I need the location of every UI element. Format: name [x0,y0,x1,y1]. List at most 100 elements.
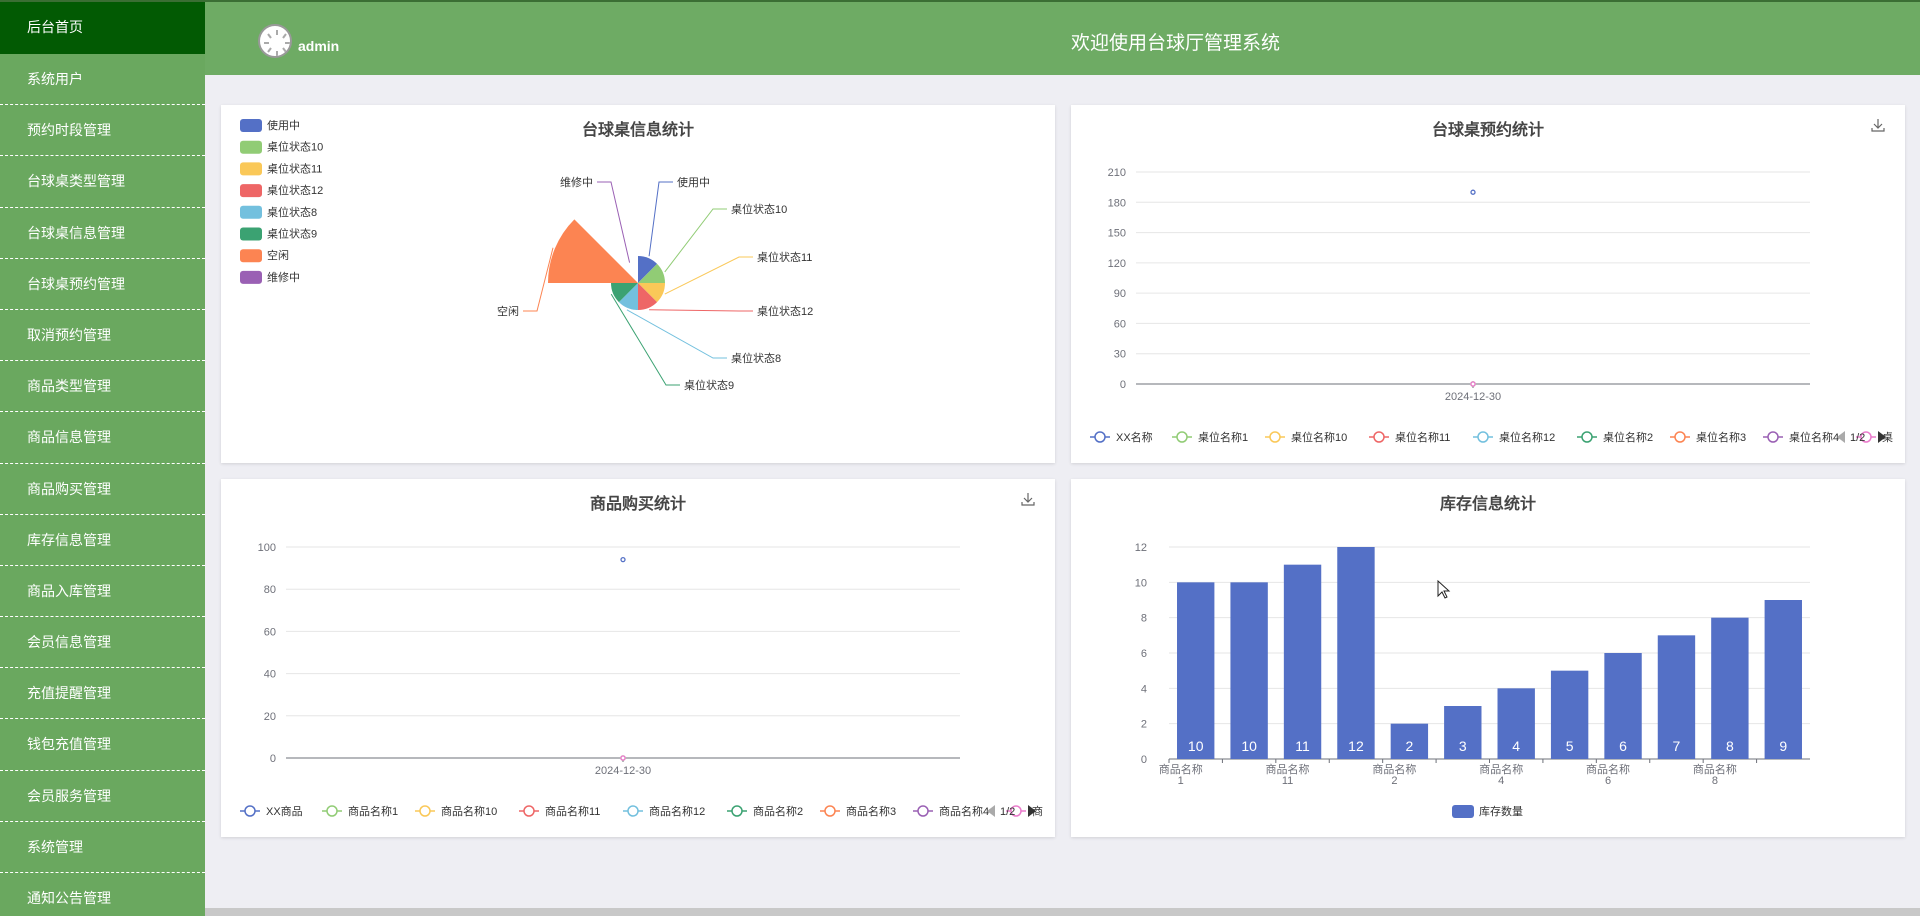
y-tick-label: 210 [1108,167,1126,179]
legend-label: 维修中 [267,270,300,284]
legend-marker [1860,431,1872,443]
sidebar-item[interactable]: 商品信息管理 [0,412,205,464]
legend-label: 桌位名称12 [1499,430,1555,444]
sidebar-item[interactable]: 库存信息管理 [0,515,205,566]
x-tick-label: 2024-12-30 [1445,391,1501,403]
legend-prev-icon[interactable] [1837,431,1845,443]
y-tick-label: 60 [1114,318,1126,330]
sidebar-item[interactable]: 预约时段管理 [0,105,205,157]
bar [1444,706,1482,759]
x-tick-label: 4 [1498,775,1504,787]
label-line [626,309,727,359]
sidebar-item[interactable]: 台球桌预约管理 [0,259,205,310]
y-tick-label: 0 [270,753,276,765]
x-tick-label: 商品名称 [1159,762,1203,776]
pie-chart: 台球桌信息统计使用中桌位状态10桌位状态11桌位状态12桌位状态8桌位状态9空闲… [240,119,813,392]
bar-value-label: 4 [1512,738,1520,754]
download-icon[interactable] [1021,493,1035,506]
legend-marker [627,805,639,817]
sidebar-item[interactable]: 台球桌信息管理 [0,208,205,259]
legend-prev-icon[interactable] [987,805,995,817]
sidebar-item[interactable]: 商品入库管理 [0,566,205,618]
legend-marker [731,805,743,817]
sidebar-item[interactable]: 台球桌类型管理 [0,156,205,208]
slice-label: 桌位状态12 [757,304,813,318]
chart-panel-reservation: 台球桌预约统计 0 30 60 90 120 150 180 210 2024-12-30 XX名称… [1071,105,1905,463]
bar-value-label: 9 [1779,738,1787,754]
x-tick-label: 商品名称 [1479,762,1523,776]
legend-label: 商品名称12 [649,804,705,818]
bar-value-label: 3 [1459,738,1467,754]
label-line [664,256,753,295]
legend-next-icon[interactable] [1878,431,1886,443]
legend-marker [1767,431,1779,443]
x-tick-label: 11 [1282,775,1293,787]
legend-label: 桌位名称10 [1291,430,1347,444]
y-tick-label: 4 [1141,683,1147,695]
legend-swatch [240,184,262,198]
legend-label: 桌位状态8 [267,205,317,219]
chart-title: 台球桌预约统计 [1432,120,1544,139]
bar [1390,723,1429,759]
sidebar-item[interactable]: 充值提醒管理 [0,668,205,720]
legend-swatch [240,270,262,284]
bar [1657,635,1696,759]
y-tick-label: 8 [1141,613,1147,625]
legend-next-icon[interactable] [1028,805,1036,817]
bar [1337,547,1375,759]
legend-swatch [240,227,262,241]
x-tick-label: 商品名称 [1266,762,1310,776]
sidebar-item[interactable]: 取消预约管理 [0,310,205,362]
legend-marker [1176,431,1188,443]
legend-marker [1010,805,1022,817]
current-user-name[interactable]: admin [298,38,340,54]
sidebar-item[interactable]: 商品购买管理 [0,464,205,515]
chart-title: 库存信息统计 [1440,494,1536,513]
data-point [620,755,626,761]
pie-slice [618,283,638,310]
legend-label: 桌 [1882,431,1893,444]
mouse-cursor-icon [1437,579,1451,599]
sidebar-item[interactable]: 会员服务管理 [0,771,205,822]
chart-panel-purchase: 商品购买统计 0 20 40 60 80 100 2024-12-30 XX商品 商品名称1 商品名… [221,479,1055,837]
chart-title: 商品购买统计 [590,494,686,513]
legend-marker [1373,431,1385,443]
sidebar-item[interactable]: 后台首页 [0,2,205,54]
y-tick-label: 6 [1141,648,1147,660]
legend-swatch [240,119,262,132]
bar-value-label: 10 [1241,738,1257,754]
legend-marker [1674,431,1686,443]
legend-label: 商品名称2 [753,804,803,818]
bar-value-label: 12 [1348,738,1364,754]
bar-value-label: 11 [1295,738,1310,754]
slice-label: 维修中 [560,175,593,189]
legend-marker [917,805,929,817]
y-tick-label: 120 [1108,258,1126,270]
legend-label: 桌位状态11 [267,161,322,175]
horizontal-scrollbar[interactable] [205,908,1920,916]
x-tick-label: 2 [1391,775,1397,787]
legend-label: 商品名称10 [441,804,497,818]
download-icon[interactable] [1871,119,1885,132]
bar [1550,670,1589,759]
legend-label: 桌位名称11 [1395,430,1450,444]
sidebar-item[interactable]: 系统用户 [0,54,205,106]
sidebar-item[interactable]: 商品类型管理 [0,361,205,413]
sidebar-item[interactable]: 会员信息管理 [0,617,205,669]
avatar[interactable] [258,24,292,58]
data-point [1470,189,1476,195]
pie-slice [638,283,665,303]
y-tick-label: 20 [264,711,276,723]
sidebar-item[interactable]: 系统管理 [0,822,205,873]
sidebar: 后台首页 系统用户 预约时段管理 台球桌类型管理 台球桌信息管理 台球桌预约管理 取消预约管… [0,0,205,916]
legend-swatch [240,162,262,176]
line-chart-purchase: 商品购买统计 0 20 40 60 80 100 2024-12-30 XX商品 商品名称1 商品名… [240,493,1043,818]
legend-label: XX名称 [1116,430,1153,444]
sidebar-item[interactable]: 钱包充值管理 [0,719,205,771]
bar [1604,653,1642,759]
y-tick-label: 0 [1120,379,1126,391]
legend-label: 商品名称1 [348,804,398,818]
slice-label: 桌位状态8 [731,351,781,365]
sidebar-item[interactable]: 通知公告管理 [0,873,205,916]
slice-label: 桌位状态11 [757,250,812,264]
